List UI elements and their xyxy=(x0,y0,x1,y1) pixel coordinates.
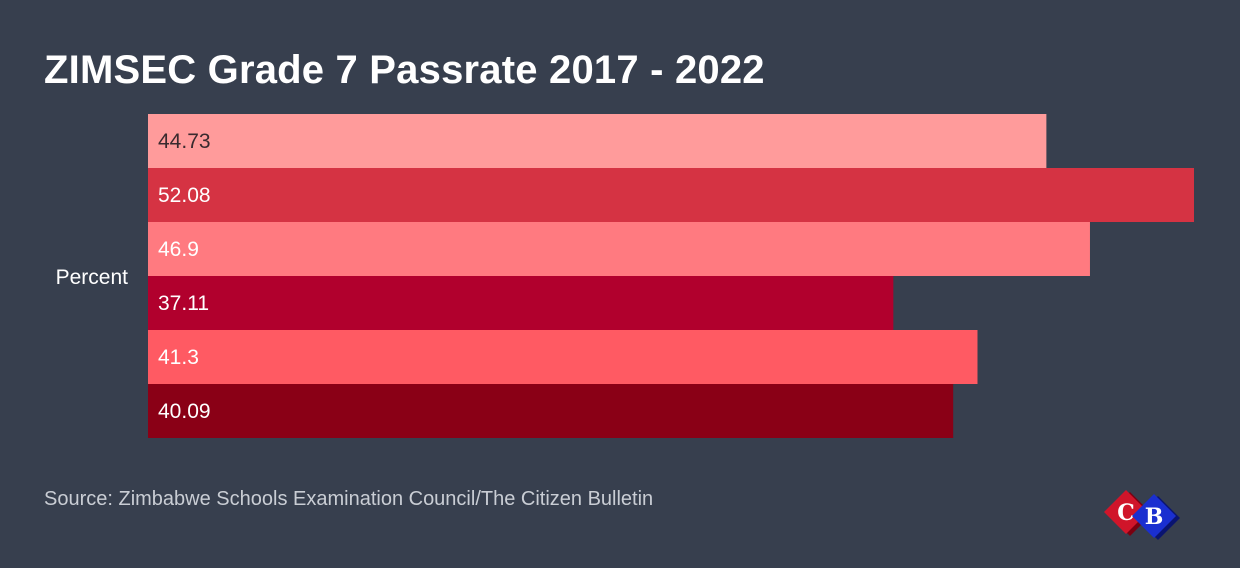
bar-2 xyxy=(148,222,1090,276)
source-note: Source: Zimbabwe Schools Examination Cou… xyxy=(44,488,654,510)
bar-3 xyxy=(148,276,894,330)
bar-4 xyxy=(148,330,978,384)
bar-label-5: 40.09 xyxy=(158,400,211,423)
bar-label-0: 44.73 xyxy=(158,130,211,153)
chart-title: ZIMSEC Grade 7 Passrate 2017 - 2022 xyxy=(44,48,765,92)
logo-blue-diamond: B xyxy=(1132,494,1180,540)
bar-0 xyxy=(148,114,1047,168)
bar-5 xyxy=(148,384,954,438)
category-label: Percent xyxy=(56,266,129,289)
bar-label-4: 41.3 xyxy=(158,346,199,369)
logo-letter-c: C xyxy=(1117,500,1135,526)
bar-label-3: 37.11 xyxy=(158,292,209,315)
bar-1 xyxy=(148,168,1194,222)
logo-letter-b: B xyxy=(1145,504,1164,530)
citizen-bulletin-logo: C B xyxy=(1104,490,1180,540)
bar-label-2: 46.9 xyxy=(158,238,199,261)
bar-chart: 44.73 52.08 46.9 37.11 41.3 40.09 Percent xyxy=(56,114,1194,438)
bar-label-1: 52.08 xyxy=(158,184,211,207)
